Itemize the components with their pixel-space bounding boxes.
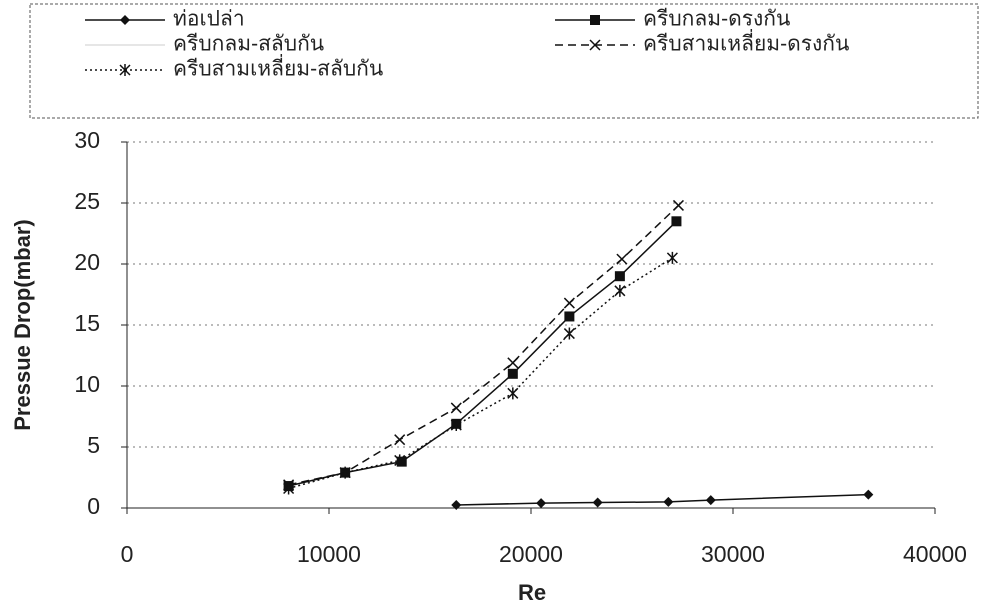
legend-label: ครีบกลม-ดรงกัน [643, 8, 790, 31]
marker [590, 15, 600, 25]
legend-box [29, 3, 979, 119]
y-tick-label: 15 [74, 310, 100, 336]
legend-label: ครีบสามเหลี่ยม-ดรงกัน [643, 29, 849, 56]
marker [536, 498, 547, 509]
marker [589, 39, 601, 51]
series-line [456, 493, 869, 506]
y-tick-label: 20 [74, 249, 100, 275]
series-line [288, 257, 673, 490]
marker [119, 64, 131, 76]
series-line [288, 220, 677, 487]
marker [672, 199, 684, 211]
marker [666, 251, 678, 264]
marker [863, 489, 874, 500]
marker [705, 495, 716, 506]
legend-label: ครีบสามเหลี่ยม-สลับกัน [173, 54, 383, 81]
marker [394, 434, 406, 446]
marker [614, 271, 625, 282]
marker [450, 419, 462, 432]
marker [592, 497, 603, 508]
marker [671, 216, 682, 227]
marker [120, 15, 130, 25]
y-tick-label: 10 [74, 371, 100, 397]
x-axis-title: Re [518, 580, 546, 605]
y-tick-label: 5 [87, 432, 100, 458]
marker [339, 466, 351, 479]
x-tick-label: 20000 [499, 541, 563, 567]
y-tick-label: 30 [74, 127, 100, 153]
marker [450, 402, 462, 414]
marker [563, 327, 575, 340]
marker [564, 311, 575, 322]
x-tick-label: 30000 [701, 541, 765, 567]
marker [563, 297, 575, 309]
y-tick-label: 25 [74, 188, 100, 214]
x-tick-label: 10000 [297, 541, 361, 567]
marker [507, 368, 518, 379]
legend-label: ครีบกลม-สลับกัน [173, 33, 324, 56]
marker [283, 482, 295, 495]
y-axis-title: Pressue Drop(mbar) [10, 219, 35, 431]
marker [616, 253, 628, 265]
y-tick-label: 0 [87, 493, 100, 519]
marker [507, 387, 519, 400]
marker [507, 357, 519, 369]
marker [451, 499, 462, 510]
series-line [288, 204, 679, 486]
marker [614, 284, 626, 297]
x-tick-label: 40000 [903, 541, 967, 567]
x-tick-label: 0 [121, 541, 134, 567]
legend-label: ท่อเปล่า [173, 8, 245, 31]
marker [663, 496, 674, 507]
marker [394, 454, 406, 467]
